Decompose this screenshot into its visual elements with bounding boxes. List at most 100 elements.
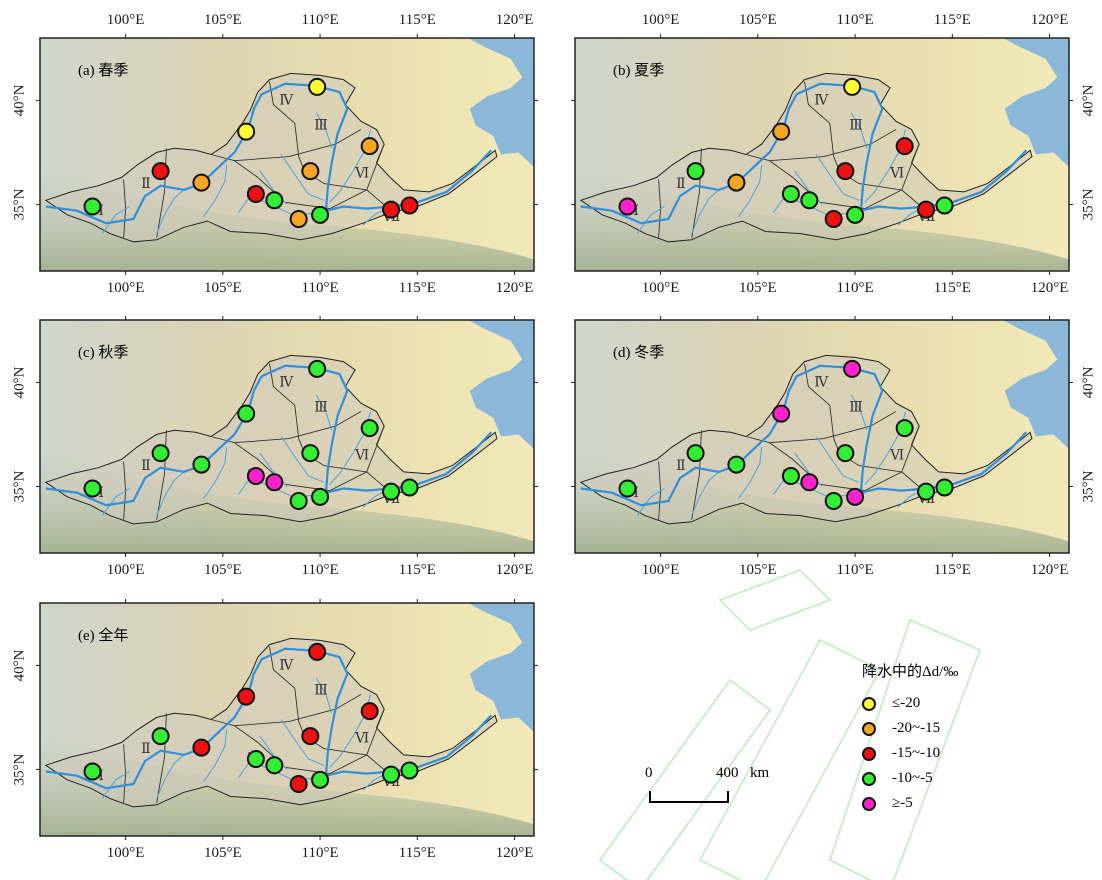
region-label: Ⅱ <box>141 177 151 192</box>
tributary-river <box>101 206 130 234</box>
lon-label: 115°E <box>399 562 436 578</box>
station-marker <box>727 455 746 474</box>
station-marker <box>83 479 102 498</box>
subbasin-boundary <box>234 708 385 775</box>
lon-label: 110°E <box>837 562 874 578</box>
lon-label: 110°E <box>302 12 339 28</box>
station-marker <box>308 642 327 661</box>
subbasin-boundary <box>804 81 835 157</box>
tributary-river <box>101 771 130 799</box>
station-marker <box>192 738 211 757</box>
station-marker <box>301 162 320 181</box>
station-marker <box>843 77 862 96</box>
station-marker <box>618 479 637 498</box>
legend-swatch <box>862 771 876 786</box>
lon-label: 120°E <box>496 562 534 578</box>
station-marker <box>308 359 327 378</box>
region-label: Ⅵ <box>889 166 904 181</box>
lat-label: 40°N <box>11 366 27 398</box>
tributary-river <box>815 154 860 201</box>
region-label: Ⅱ <box>676 459 686 474</box>
scale-bar-unit: km <box>750 765 770 781</box>
map-panel: ⅠⅡⅢⅣⅤⅥⅦ(b) 夏季100°E100°E105°E105°E110°E11… <box>571 12 1096 296</box>
station-marker <box>289 491 308 510</box>
region-label: Ⅲ <box>849 401 863 416</box>
lon-label: 120°E <box>496 280 534 296</box>
tributary-river <box>636 206 665 234</box>
lat-label: 40°N <box>11 84 27 116</box>
lat-label: 35°N <box>1080 188 1096 220</box>
station-marker <box>400 478 419 497</box>
station-marker <box>843 359 862 378</box>
legend-item: -15~-10 <box>862 741 1062 766</box>
tributary-river <box>315 112 333 149</box>
station-marker <box>686 444 705 463</box>
panel-title: (d) 冬季 <box>613 344 664 361</box>
station-marker <box>265 756 284 775</box>
station-marker <box>311 487 330 506</box>
tributary-river <box>202 446 228 500</box>
lon-label: 105°E <box>204 845 242 861</box>
sea-area <box>467 603 534 732</box>
station-marker <box>824 209 843 228</box>
legend-label: -20~-15 <box>892 720 941 736</box>
station-marker <box>781 467 800 486</box>
region-label: Ⅲ <box>849 119 863 134</box>
tributary-river <box>691 189 720 234</box>
region-label: Ⅰ <box>98 204 104 219</box>
subbasin-boundary <box>769 425 920 492</box>
lat-label: 40°N <box>1080 366 1096 398</box>
main-river <box>45 647 493 790</box>
station-marker <box>836 162 855 181</box>
panel-title: (c) 秋季 <box>78 344 128 361</box>
lon-label: 115°E <box>399 845 436 861</box>
station-marker <box>360 137 379 156</box>
lon-label: 105°E <box>739 280 777 296</box>
station-marker <box>83 762 102 781</box>
lon-label: 115°E <box>934 12 971 28</box>
station-marker <box>151 444 170 463</box>
station-marker <box>237 687 256 706</box>
map-panel: ⅠⅡⅢⅣⅤⅥⅦ(a) 春季100°E100°E105°E105°E110°E11… <box>11 12 538 296</box>
map-frame <box>574 319 1070 554</box>
subbasin-boundary <box>156 713 167 803</box>
tributary-river <box>202 164 228 218</box>
sea-area <box>1002 320 1069 449</box>
region-label: Ⅰ <box>98 486 104 501</box>
station-marker <box>781 185 800 204</box>
station-marker <box>151 162 170 181</box>
lon-label: 110°E <box>302 562 339 578</box>
main-river <box>580 364 1028 507</box>
lat-label: 35°N <box>1080 470 1096 502</box>
mountain-shading <box>575 448 1069 553</box>
legend-item: -20~-15 <box>862 716 1062 741</box>
station-marker <box>935 478 954 497</box>
region-label: Ⅱ <box>676 177 686 192</box>
station-marker <box>265 473 284 492</box>
lon-label: 100°E <box>107 280 145 296</box>
tributary-river <box>636 488 665 516</box>
lon-label: 105°E <box>739 562 777 578</box>
station-marker <box>772 404 791 423</box>
legend-item: ≥-5 <box>862 791 1062 816</box>
tributary-river <box>156 471 185 516</box>
region-label: Ⅱ <box>141 459 151 474</box>
station-marker <box>151 727 170 746</box>
tributary-river <box>850 394 868 431</box>
tributary-river <box>202 729 228 783</box>
region-label: Ⅲ <box>314 119 328 134</box>
map-panel: ⅠⅡⅢⅣⅤⅥⅦ(e) 全年100°E105°E110°E115°E120°E40… <box>11 599 538 861</box>
station-marker <box>895 137 914 156</box>
legend-label: ≥-5 <box>892 795 913 811</box>
station-marker <box>917 200 936 219</box>
station-marker <box>800 191 819 210</box>
lon-label: 105°E <box>204 562 242 578</box>
station-marker <box>824 491 843 510</box>
mountain-shading <box>575 166 1069 271</box>
sea-area <box>467 320 534 449</box>
tributary-river <box>156 754 185 799</box>
region-label: Ⅲ <box>314 684 328 699</box>
station-marker <box>360 702 379 721</box>
map-frame <box>574 37 1070 272</box>
scale-bar-start: 0 <box>645 765 653 781</box>
